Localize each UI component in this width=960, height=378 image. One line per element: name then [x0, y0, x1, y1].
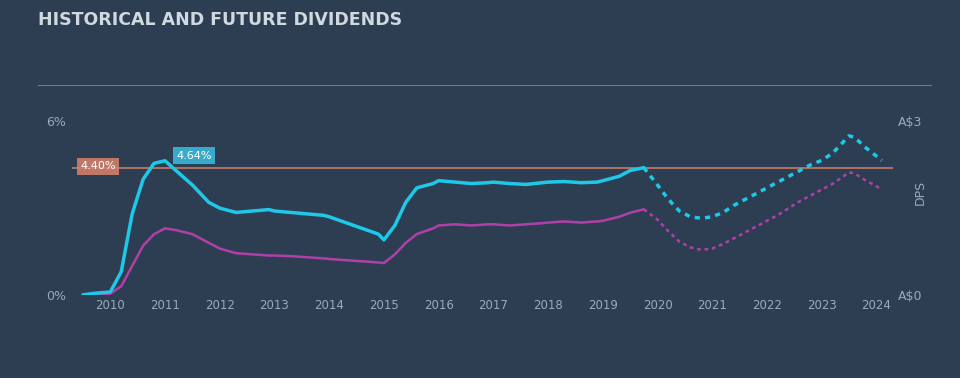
- Text: 4.64%: 4.64%: [176, 150, 211, 161]
- Text: DPS: DPS: [913, 180, 926, 205]
- Text: HISTORICAL AND FUTURE DIVIDENDS: HISTORICAL AND FUTURE DIVIDENDS: [38, 11, 402, 29]
- Text: 4.40%: 4.40%: [81, 161, 116, 171]
